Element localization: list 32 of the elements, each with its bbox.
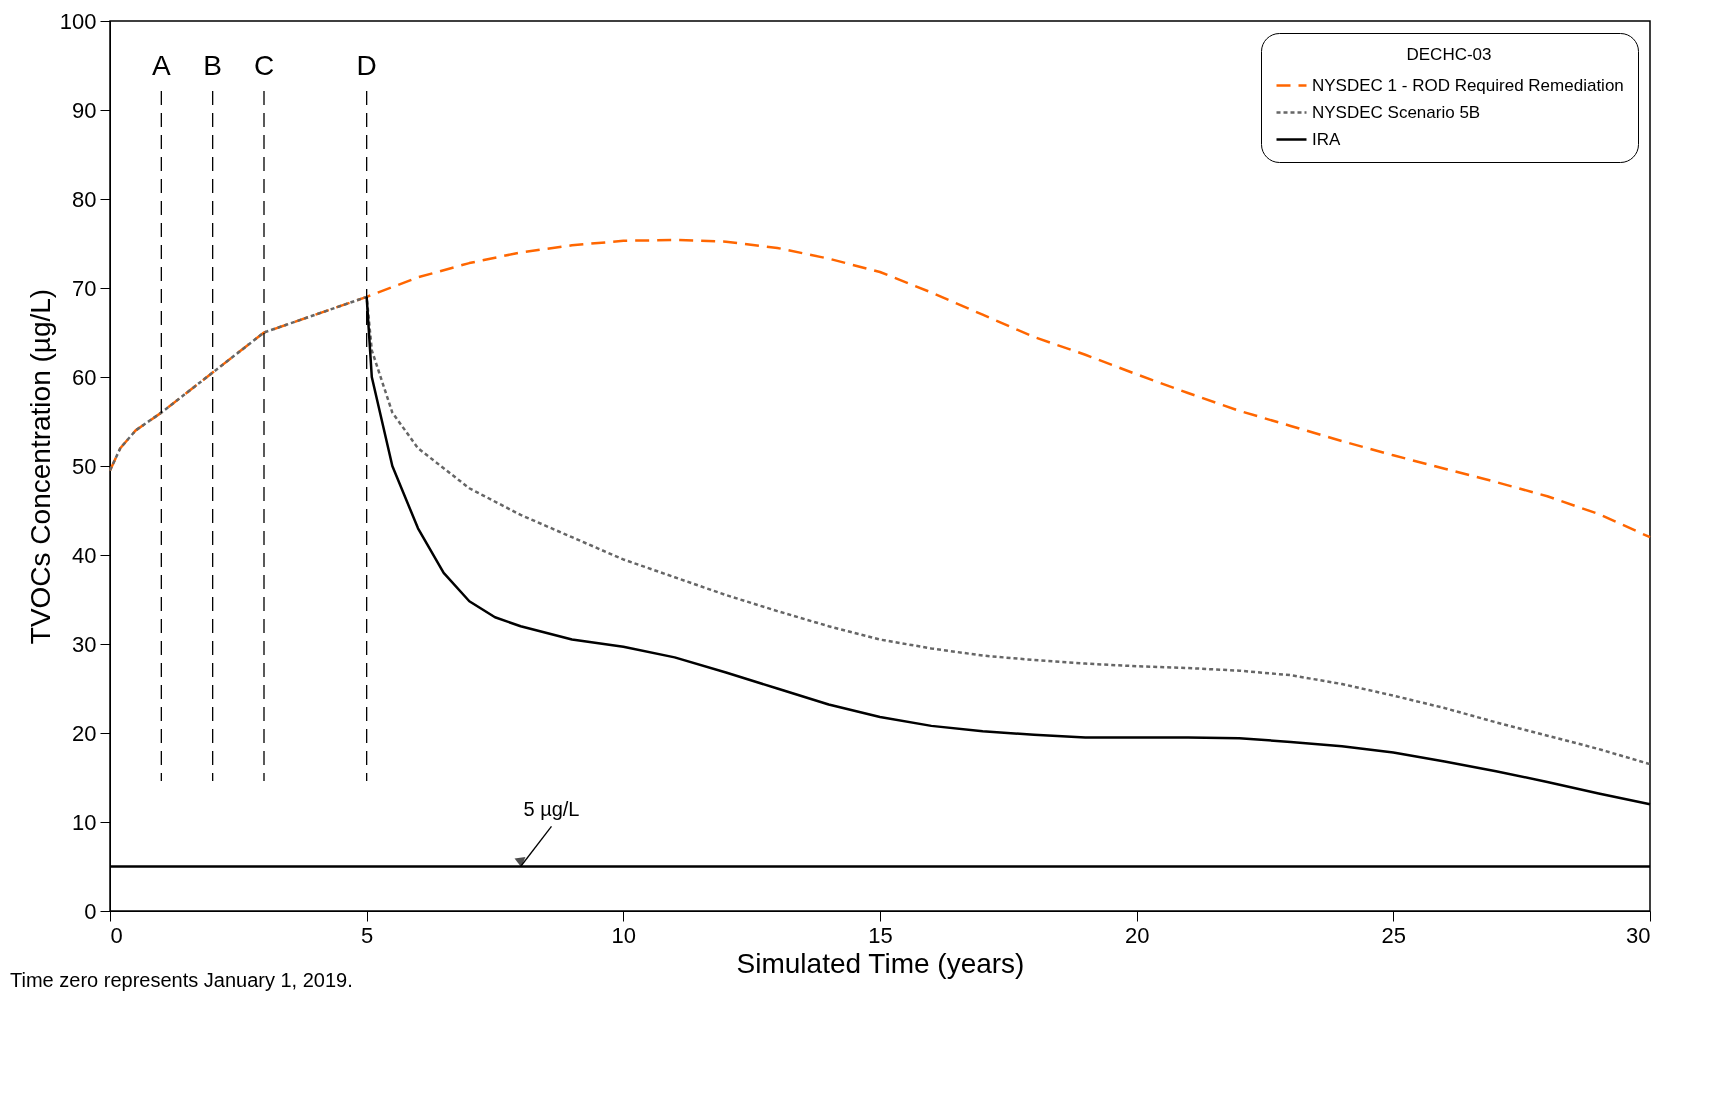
y-tick-label: 60 xyxy=(72,364,97,390)
x-tick-label: 20 xyxy=(1124,922,1150,948)
x-axis-title: Simulated Time (years) xyxy=(736,947,1025,979)
line-series xyxy=(108,238,1652,539)
y-tick-label: 50 xyxy=(72,453,97,479)
x-tick-label: 10 xyxy=(611,922,637,948)
y-tick-label: 70 xyxy=(72,275,97,301)
x-tick-label: 0 xyxy=(110,922,123,948)
legend-label: NYSDEC 1 - ROD Required Remediation xyxy=(1312,75,1624,95)
annotation: 5 µg/L xyxy=(523,798,580,821)
y-tick-label: 30 xyxy=(72,631,97,657)
ref-line-label: A xyxy=(151,50,171,81)
y-tick-label: 0 xyxy=(84,898,97,924)
x-tick-label: 15 xyxy=(868,922,893,948)
legend-label: IRA xyxy=(1312,129,1341,149)
y-tick-label: 80 xyxy=(72,186,97,212)
ref-line-label: B xyxy=(203,50,223,81)
legend-title: DECHC-03 xyxy=(1406,45,1492,64)
ref-line-label: C xyxy=(253,50,275,81)
y-tick-label: 10 xyxy=(72,809,97,835)
line-series xyxy=(108,295,1652,766)
y-tick-label: 90 xyxy=(72,97,97,123)
y-tick-label: 40 xyxy=(72,542,97,568)
legend-label: NYSDEC Scenario 5B xyxy=(1312,102,1481,122)
x-tick-label: 25 xyxy=(1381,922,1407,948)
text: Time zero represents January 1, 2019. xyxy=(10,969,353,991)
x-tick-label: 5 xyxy=(361,922,374,948)
y-axis-title: TVOCs Concentration (µg/L) xyxy=(24,288,56,645)
y-tick-label: 20 xyxy=(72,720,97,746)
x-tick-label: 30 xyxy=(1626,922,1651,948)
y-tick-label: 100 xyxy=(59,8,97,34)
ref-line-label: D xyxy=(356,50,377,81)
